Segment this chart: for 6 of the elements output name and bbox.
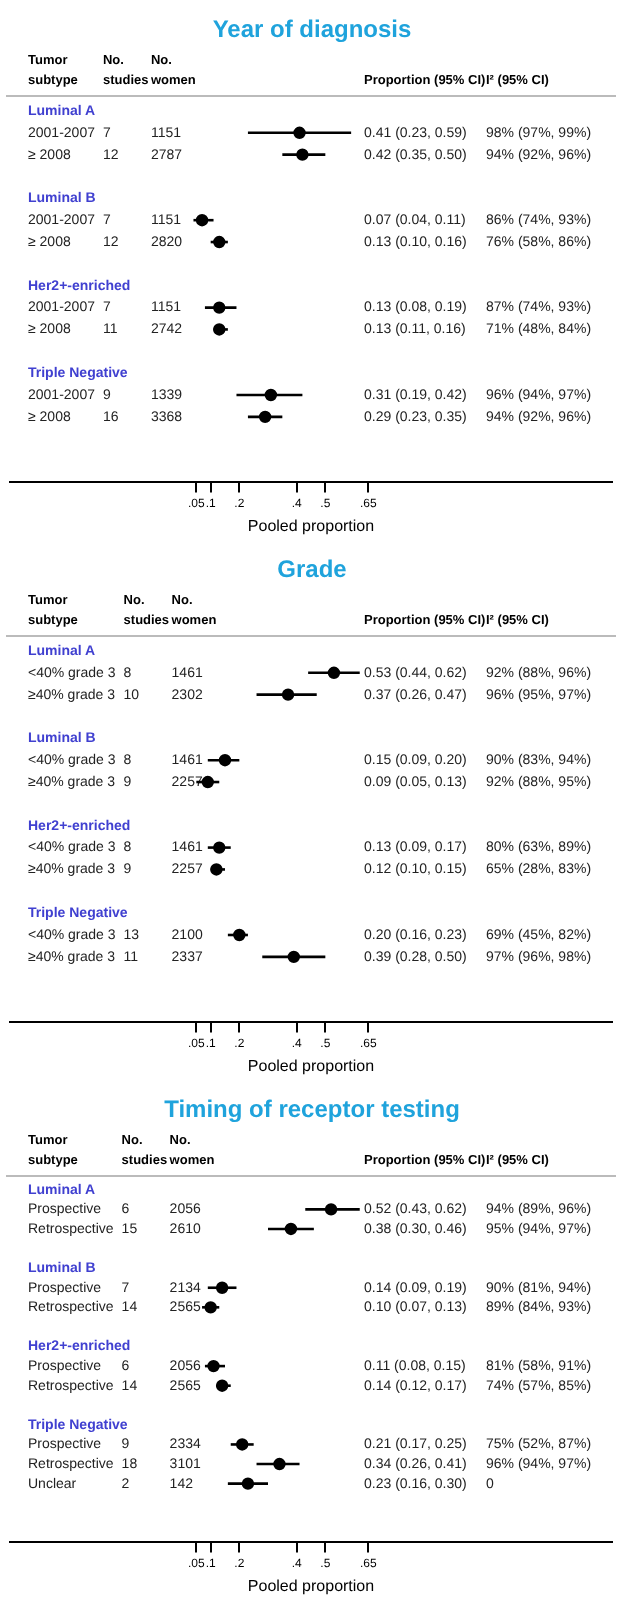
x-axis-title: Pooled proportion: [247, 1576, 375, 1595]
chart-title: Timing of receptor testing: [164, 1094, 460, 1123]
chart-title: Year of diagnosis: [212, 14, 412, 43]
x-axis-title: Pooled proportion: [247, 1056, 375, 1075]
x-axis-title: Pooled proportion: [247, 516, 375, 535]
chart-title: Grade: [277, 554, 348, 583]
